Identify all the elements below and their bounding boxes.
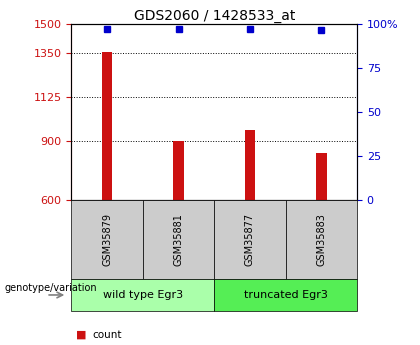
Bar — [102, 52, 113, 200]
Text: GSM35877: GSM35877 — [245, 213, 255, 266]
Text: GSM35881: GSM35881 — [173, 213, 184, 266]
Text: genotype/variation: genotype/variation — [4, 283, 97, 293]
Text: truncated Egr3: truncated Egr3 — [244, 290, 328, 300]
Bar — [173, 141, 184, 200]
Bar — [316, 153, 327, 200]
Text: count: count — [92, 330, 122, 339]
Title: GDS2060 / 1428533_at: GDS2060 / 1428533_at — [134, 9, 295, 23]
Text: wild type Egr3: wild type Egr3 — [103, 290, 183, 300]
Text: GSM35883: GSM35883 — [316, 213, 326, 266]
Bar — [244, 130, 255, 200]
Text: GSM35879: GSM35879 — [102, 213, 112, 266]
Text: ■: ■ — [76, 330, 86, 339]
